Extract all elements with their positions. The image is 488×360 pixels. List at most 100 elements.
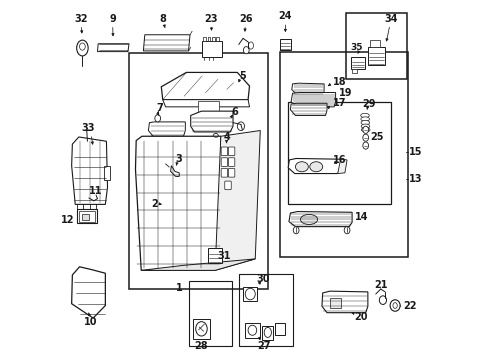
Text: 8: 8 [159,14,166,24]
Text: 18: 18 [332,77,346,87]
Polygon shape [163,100,249,107]
Ellipse shape [360,117,369,121]
Text: 10: 10 [84,317,98,327]
Ellipse shape [237,122,244,131]
Text: 11: 11 [88,186,102,197]
Text: 35: 35 [349,43,362,52]
Text: 31: 31 [217,251,231,261]
Polygon shape [170,166,179,176]
Bar [218,139,248,200]
Text: 19: 19 [338,88,351,98]
Text: 20: 20 [353,312,366,322]
Bar [188,281,232,346]
Ellipse shape [361,128,369,132]
Bar [244,323,259,338]
Ellipse shape [360,113,368,118]
Text: 9: 9 [109,14,116,24]
Bar [369,40,379,47]
Bar [211,37,214,41]
Bar [238,274,293,346]
Polygon shape [290,93,335,107]
Polygon shape [290,103,326,116]
Polygon shape [143,35,190,51]
Polygon shape [148,122,185,136]
Bar [329,298,340,309]
Bar [279,39,290,50]
Ellipse shape [77,40,88,56]
Ellipse shape [295,162,308,172]
Polygon shape [72,137,107,204]
Ellipse shape [300,215,317,225]
Polygon shape [215,131,260,270]
Ellipse shape [379,296,386,305]
Text: 26: 26 [238,14,252,24]
Ellipse shape [361,124,369,129]
FancyBboxPatch shape [228,147,234,156]
Ellipse shape [212,134,218,140]
Ellipse shape [80,43,85,50]
Bar [216,37,219,41]
Text: 3: 3 [175,154,182,164]
Ellipse shape [155,115,160,122]
Polygon shape [72,267,105,318]
Bar [203,37,206,41]
Bar [367,47,384,65]
Ellipse shape [244,288,255,300]
Text: 5: 5 [239,71,245,81]
Text: 14: 14 [354,212,367,221]
Text: 6: 6 [231,107,238,117]
Polygon shape [161,72,249,100]
FancyBboxPatch shape [228,158,234,166]
Bar [82,214,89,220]
FancyBboxPatch shape [221,158,227,166]
Polygon shape [135,136,221,270]
Bar [202,41,222,57]
Polygon shape [288,212,351,226]
Ellipse shape [362,142,368,149]
Text: 4: 4 [223,132,229,142]
Bar [198,101,219,112]
Bar [274,323,285,335]
Polygon shape [287,158,340,174]
Text: 30: 30 [256,274,270,284]
Ellipse shape [248,42,253,49]
Ellipse shape [392,303,396,309]
Text: 25: 25 [370,132,384,142]
Text: 17: 17 [332,98,346,108]
FancyBboxPatch shape [221,168,227,177]
Ellipse shape [389,300,399,311]
FancyBboxPatch shape [221,147,227,156]
FancyBboxPatch shape [228,168,234,177]
Text: 32: 32 [74,14,87,24]
Polygon shape [321,291,367,313]
Ellipse shape [309,162,322,172]
Text: 15: 15 [408,147,421,157]
Text: 13: 13 [408,174,421,184]
Text: 23: 23 [203,14,217,24]
Text: 12: 12 [61,215,74,225]
Text: 1: 1 [176,283,182,293]
Bar [192,319,210,338]
Text: 21: 21 [374,280,387,290]
Text: 7: 7 [156,103,163,113]
Text: 28: 28 [194,341,208,351]
Ellipse shape [293,226,298,234]
Bar [207,248,222,263]
Ellipse shape [243,46,249,54]
Bar [287,102,390,204]
Bar [351,69,356,73]
Text: 34: 34 [384,14,397,24]
Bar [345,13,407,79]
Ellipse shape [362,134,368,141]
Bar [243,287,257,301]
Bar [77,210,97,223]
Ellipse shape [195,321,207,336]
Polygon shape [141,259,255,270]
Bar [262,326,273,339]
Polygon shape [190,111,233,132]
Text: 16: 16 [332,155,346,165]
FancyBboxPatch shape [224,181,231,190]
Text: 22: 22 [402,301,416,311]
Polygon shape [337,159,346,174]
Bar [104,166,110,180]
